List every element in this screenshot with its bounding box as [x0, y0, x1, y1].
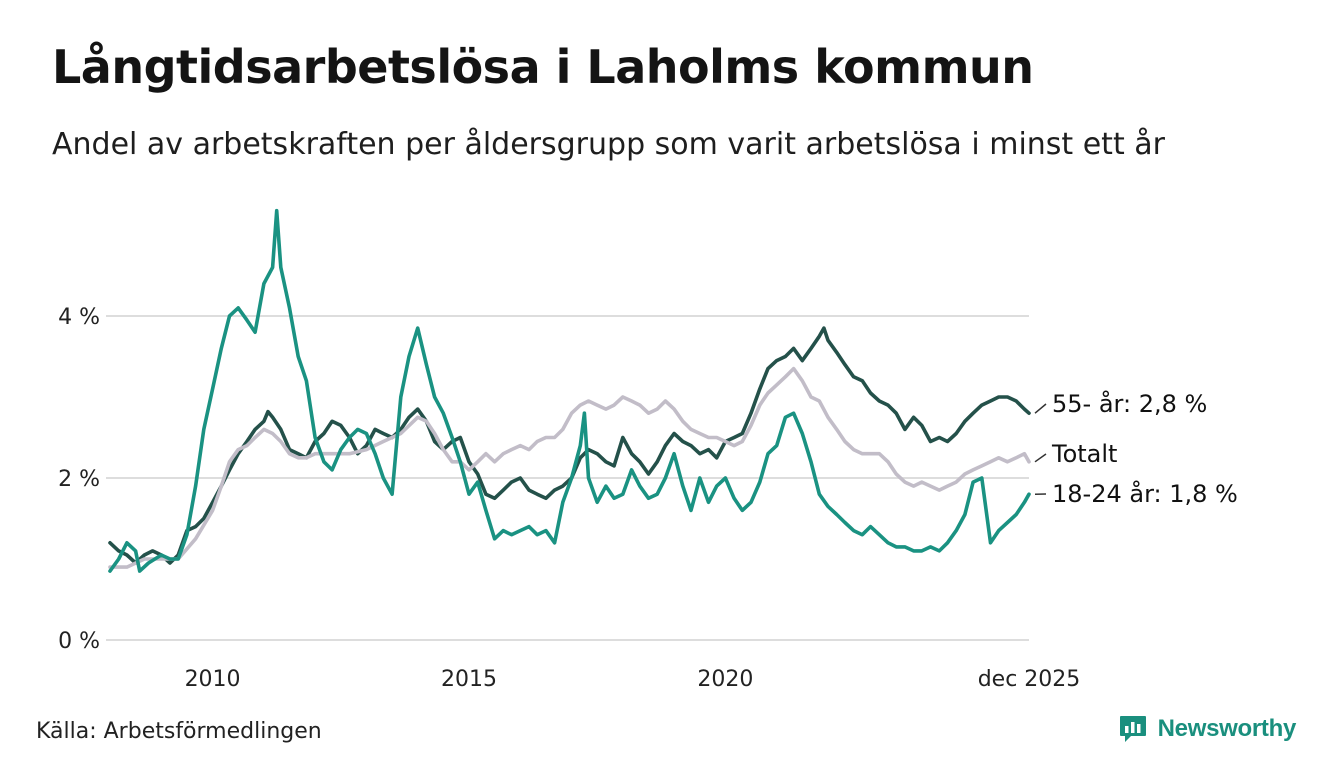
end-label-connector — [1034, 453, 1047, 463]
brand-logo: Newsworthy — [1118, 713, 1296, 745]
end-labels: 55- år: 2,8 % Totalt 18-24 år: 1,8 % — [1034, 389, 1238, 508]
chart-title: Långtidsarbetslösa i Laholms kommun — [52, 40, 1034, 94]
x-tick-label: 2020 — [697, 667, 753, 692]
x-tick-label: 2010 — [185, 667, 241, 692]
brand-name: Newsworthy — [1157, 715, 1297, 742]
series-line-18-24-r — [108, 208, 1031, 573]
end-label-connector — [1034, 403, 1047, 414]
end-label: 18-24 år: 1,8 % — [1052, 479, 1238, 508]
chart-subtitle: Andel av arbetskraften per åldersgrupp s… — [52, 127, 1165, 162]
y-axis-ticks: 0 % 2 % 4 % — [58, 305, 100, 654]
end-label: Totalt — [1051, 440, 1117, 468]
grid-layer — [106, 315, 1029, 641]
y-tick-label: 4 % — [58, 305, 100, 330]
newsworthy-logo-icon — [1119, 716, 1146, 742]
y-tick-label: 2 % — [58, 467, 100, 492]
line-chart: 0 % 2 % 4 % 2010 2015 2020 dec 2025 55- år: 2… — [58, 208, 1238, 692]
series-layer — [108, 208, 1031, 573]
y-tick-label: 0 % — [58, 629, 100, 654]
end-label: 55- år: 2,8 % — [1052, 389, 1207, 418]
source-note: Källa: Arbetsförmedlingen — [36, 719, 322, 744]
x-tick-label: dec 2025 — [978, 667, 1081, 692]
series-line-totalt — [108, 366, 1031, 569]
x-axis-ticks: 2010 2015 2020 dec 2025 — [185, 667, 1081, 692]
x-tick-label: 2015 — [441, 667, 497, 692]
